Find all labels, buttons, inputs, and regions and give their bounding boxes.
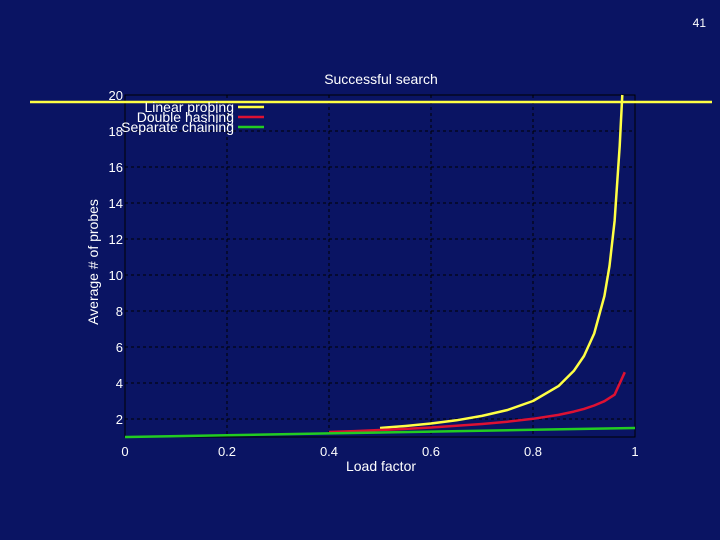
chart-title: Successful search [324, 71, 438, 87]
y-tick-label: 10 [109, 268, 123, 283]
x-axis-ticks: 0 0.2 0.4 0.6 0.8 1 [121, 444, 638, 459]
x-axis-label: Load factor [346, 458, 416, 474]
y-tick-label: 18 [109, 124, 123, 139]
y-tick-label: 6 [116, 340, 123, 355]
plot-frame [124, 94, 636, 438]
y-tick-label: 4 [116, 376, 123, 391]
legend-label: Separate chaining [121, 119, 234, 135]
y-tick-label: 16 [109, 160, 123, 175]
series-line-separate-chaining [124, 426, 636, 439]
y-axis-label: Average # of probes [85, 199, 101, 325]
series-line-double-hashing [328, 371, 626, 434]
x-tick-label: 1 [631, 444, 638, 459]
x-tick-label: 0.6 [422, 444, 440, 459]
series-line-linear-probing [379, 94, 624, 430]
series-lines [30, 94, 712, 439]
y-axis-ticks: 2 4 6 8 10 12 14 16 18 20 [109, 88, 123, 427]
y-tick-label: 8 [116, 304, 123, 319]
legend-label: Linear probing [144, 99, 234, 115]
y-tick-label: 12 [109, 232, 123, 247]
y-tick-label: 2 [116, 412, 123, 427]
x-tick-label: 0.2 [218, 444, 236, 459]
y-tick-label: 20 [109, 88, 123, 103]
page-number: 41 [692, 16, 706, 30]
legend-label: Double hashing [137, 109, 234, 125]
x-tick-label: 0 [121, 444, 128, 459]
x-tick-label: 0.8 [524, 444, 542, 459]
x-tick-label: 0.4 [320, 444, 338, 459]
y-tick-label: 14 [109, 196, 123, 211]
